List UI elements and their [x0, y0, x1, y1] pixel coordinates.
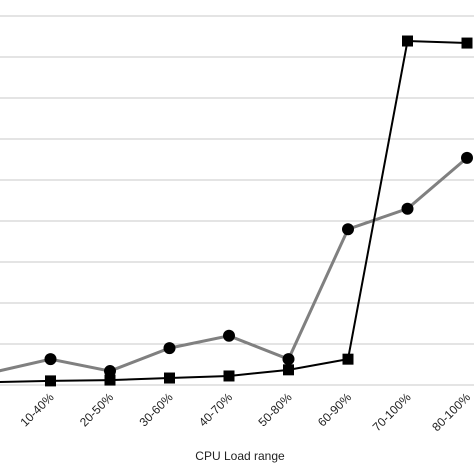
- x-axis-title: CPU Load range: [195, 449, 285, 463]
- marker: [223, 329, 235, 342]
- x-tick-label: 10-40%: [17, 390, 56, 429]
- marker: [104, 374, 116, 386]
- marker: [164, 372, 175, 384]
- x-tick-label: 40-70%: [196, 390, 235, 429]
- marker: [342, 223, 354, 236]
- x-tick-label: 50-80%: [255, 390, 294, 429]
- x-tick-label: 80-100%: [429, 390, 473, 434]
- series-line: [0, 156, 468, 373]
- x-tick-label: 30-60%: [136, 390, 175, 429]
- marker: [104, 365, 116, 378]
- marker: [401, 202, 414, 215]
- x-tick-label: 70-100%: [370, 390, 414, 434]
- marker: [402, 35, 413, 47]
- marker: [461, 151, 473, 164]
- marker: [461, 37, 473, 49]
- marker: [223, 370, 235, 382]
- marker: [45, 375, 56, 387]
- marker: [163, 342, 176, 355]
- marker: [282, 353, 295, 366]
- marker: [342, 353, 354, 365]
- marker: [283, 364, 294, 376]
- x-tick-label: 60-90%: [315, 390, 354, 429]
- marker: [44, 353, 57, 366]
- x-tick-label: 20-50%: [77, 390, 116, 429]
